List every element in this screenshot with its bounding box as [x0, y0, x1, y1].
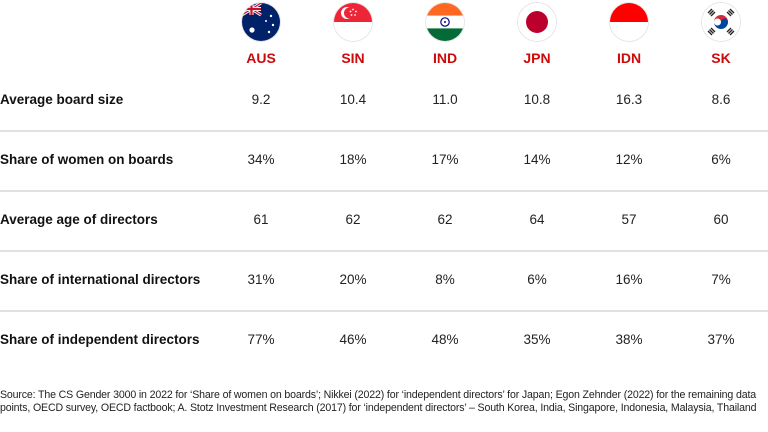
row-label-share-of-women: Share of women on boards — [0, 152, 174, 167]
table-cell: 38% — [615, 332, 643, 347]
row-separator — [0, 310, 768, 312]
table-cell: 16% — [615, 272, 643, 287]
table-cell: 60 — [713, 212, 729, 227]
singapore-flag-icon — [334, 3, 372, 41]
country-code-ind: IND — [432, 50, 458, 66]
country-code-aus: AUS — [246, 50, 276, 66]
australia-flag-icon — [242, 3, 280, 41]
table-cell: 9.2 — [251, 92, 271, 107]
table-cell: 18% — [339, 152, 367, 167]
table-cell: 12% — [615, 152, 643, 167]
row-label-independent-directors: Share of independent directors — [0, 332, 200, 347]
table-cell: 62 — [437, 212, 453, 227]
table-cell: 35% — [523, 332, 551, 347]
table-cell: 37% — [707, 332, 735, 347]
table-cell: 61 — [253, 212, 269, 227]
table-cell: 62 — [345, 212, 361, 227]
table-cell: 6% — [527, 272, 547, 287]
table-cell: 77% — [247, 332, 275, 347]
table-cell: 7% — [711, 272, 731, 287]
table-cell: 46% — [339, 332, 367, 347]
table-cell: 20% — [339, 272, 367, 287]
table-cell: 10.8 — [523, 92, 551, 107]
row-label-average-board-size: Average board size — [0, 92, 124, 107]
india-flag-icon — [426, 3, 464, 41]
row-label-average-age: Average age of directors — [0, 212, 158, 227]
table-cell: 8.6 — [711, 92, 731, 107]
table-cell: 11.0 — [432, 92, 458, 107]
country-code-jpn: JPN — [523, 50, 551, 66]
table-cell: 34% — [247, 152, 275, 167]
row-separator — [0, 130, 768, 132]
table-cell: 64 — [529, 212, 545, 227]
table-cell: 14% — [523, 152, 551, 167]
table-cell: 16.3 — [615, 92, 643, 107]
table-cell: 10.4 — [339, 92, 367, 107]
country-code-sk: SK — [711, 50, 731, 66]
table-cell: 8% — [435, 272, 455, 287]
row-separator — [0, 250, 768, 252]
table-cell: 6% — [711, 152, 731, 167]
japan-flag-icon — [518, 3, 556, 41]
row-separator — [0, 190, 768, 192]
table-cell: 57 — [621, 212, 637, 227]
country-code-idn: IDN — [616, 50, 642, 66]
source-note: Source: The CS Gender 3000 in 2022 for ‘… — [0, 389, 757, 414]
table-cell: 48% — [431, 332, 459, 347]
table-cell: 17% — [431, 152, 459, 167]
table-cell: 31% — [247, 272, 275, 287]
row-label-international-directors: Share of international directors — [0, 272, 201, 287]
country-code-sin: SIN — [341, 50, 365, 66]
indonesia-flag-icon — [610, 3, 648, 41]
south-korea-flag-icon — [702, 3, 740, 41]
